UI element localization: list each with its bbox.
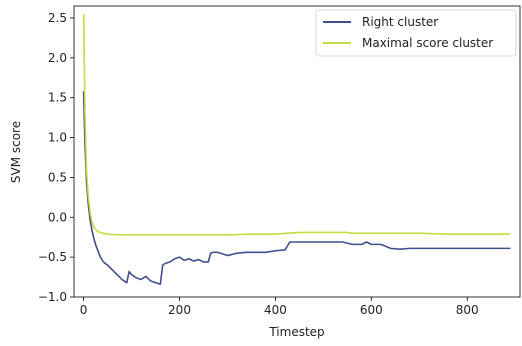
plot-frame xyxy=(73,5,521,298)
y-axis-label: SVM score xyxy=(9,121,23,183)
y-tick-label: −0.5 xyxy=(38,250,67,264)
series-lines xyxy=(82,13,511,286)
x-tick-label: 400 xyxy=(264,303,287,317)
y-tick-label: 1.5 xyxy=(48,91,67,105)
y-tick-label: 0.5 xyxy=(48,170,67,184)
legend-label-maximal-score-cluster: Maximal score cluster xyxy=(362,36,493,50)
series-line-maximal-score-cluster xyxy=(82,13,511,236)
series-line-right-cluster xyxy=(82,91,511,286)
x-tick-label: 600 xyxy=(360,303,383,317)
x-axis: 0 200 400 600 800 xyxy=(80,297,479,317)
x-tick-label: 200 xyxy=(168,303,191,317)
x-tick-label: 800 xyxy=(456,303,479,317)
y-tick-label: 1.0 xyxy=(48,131,67,145)
y-tick-label: −1.0 xyxy=(38,290,67,304)
y-tick-label: 2.5 xyxy=(48,11,67,25)
y-tick-label: 0.0 xyxy=(48,210,67,224)
x-tick-label: 0 xyxy=(80,303,88,317)
y-axis: −1.0 −0.5 0.0 0.5 1.0 1.5 2.0 2.5 xyxy=(38,11,74,304)
y-tick-label: 2.0 xyxy=(48,51,67,65)
legend: Right cluster Maximal score cluster xyxy=(315,9,517,57)
legend-box xyxy=(315,9,517,57)
x-axis-label: Timestep xyxy=(268,325,324,339)
legend-label-right-cluster: Right cluster xyxy=(362,15,438,29)
